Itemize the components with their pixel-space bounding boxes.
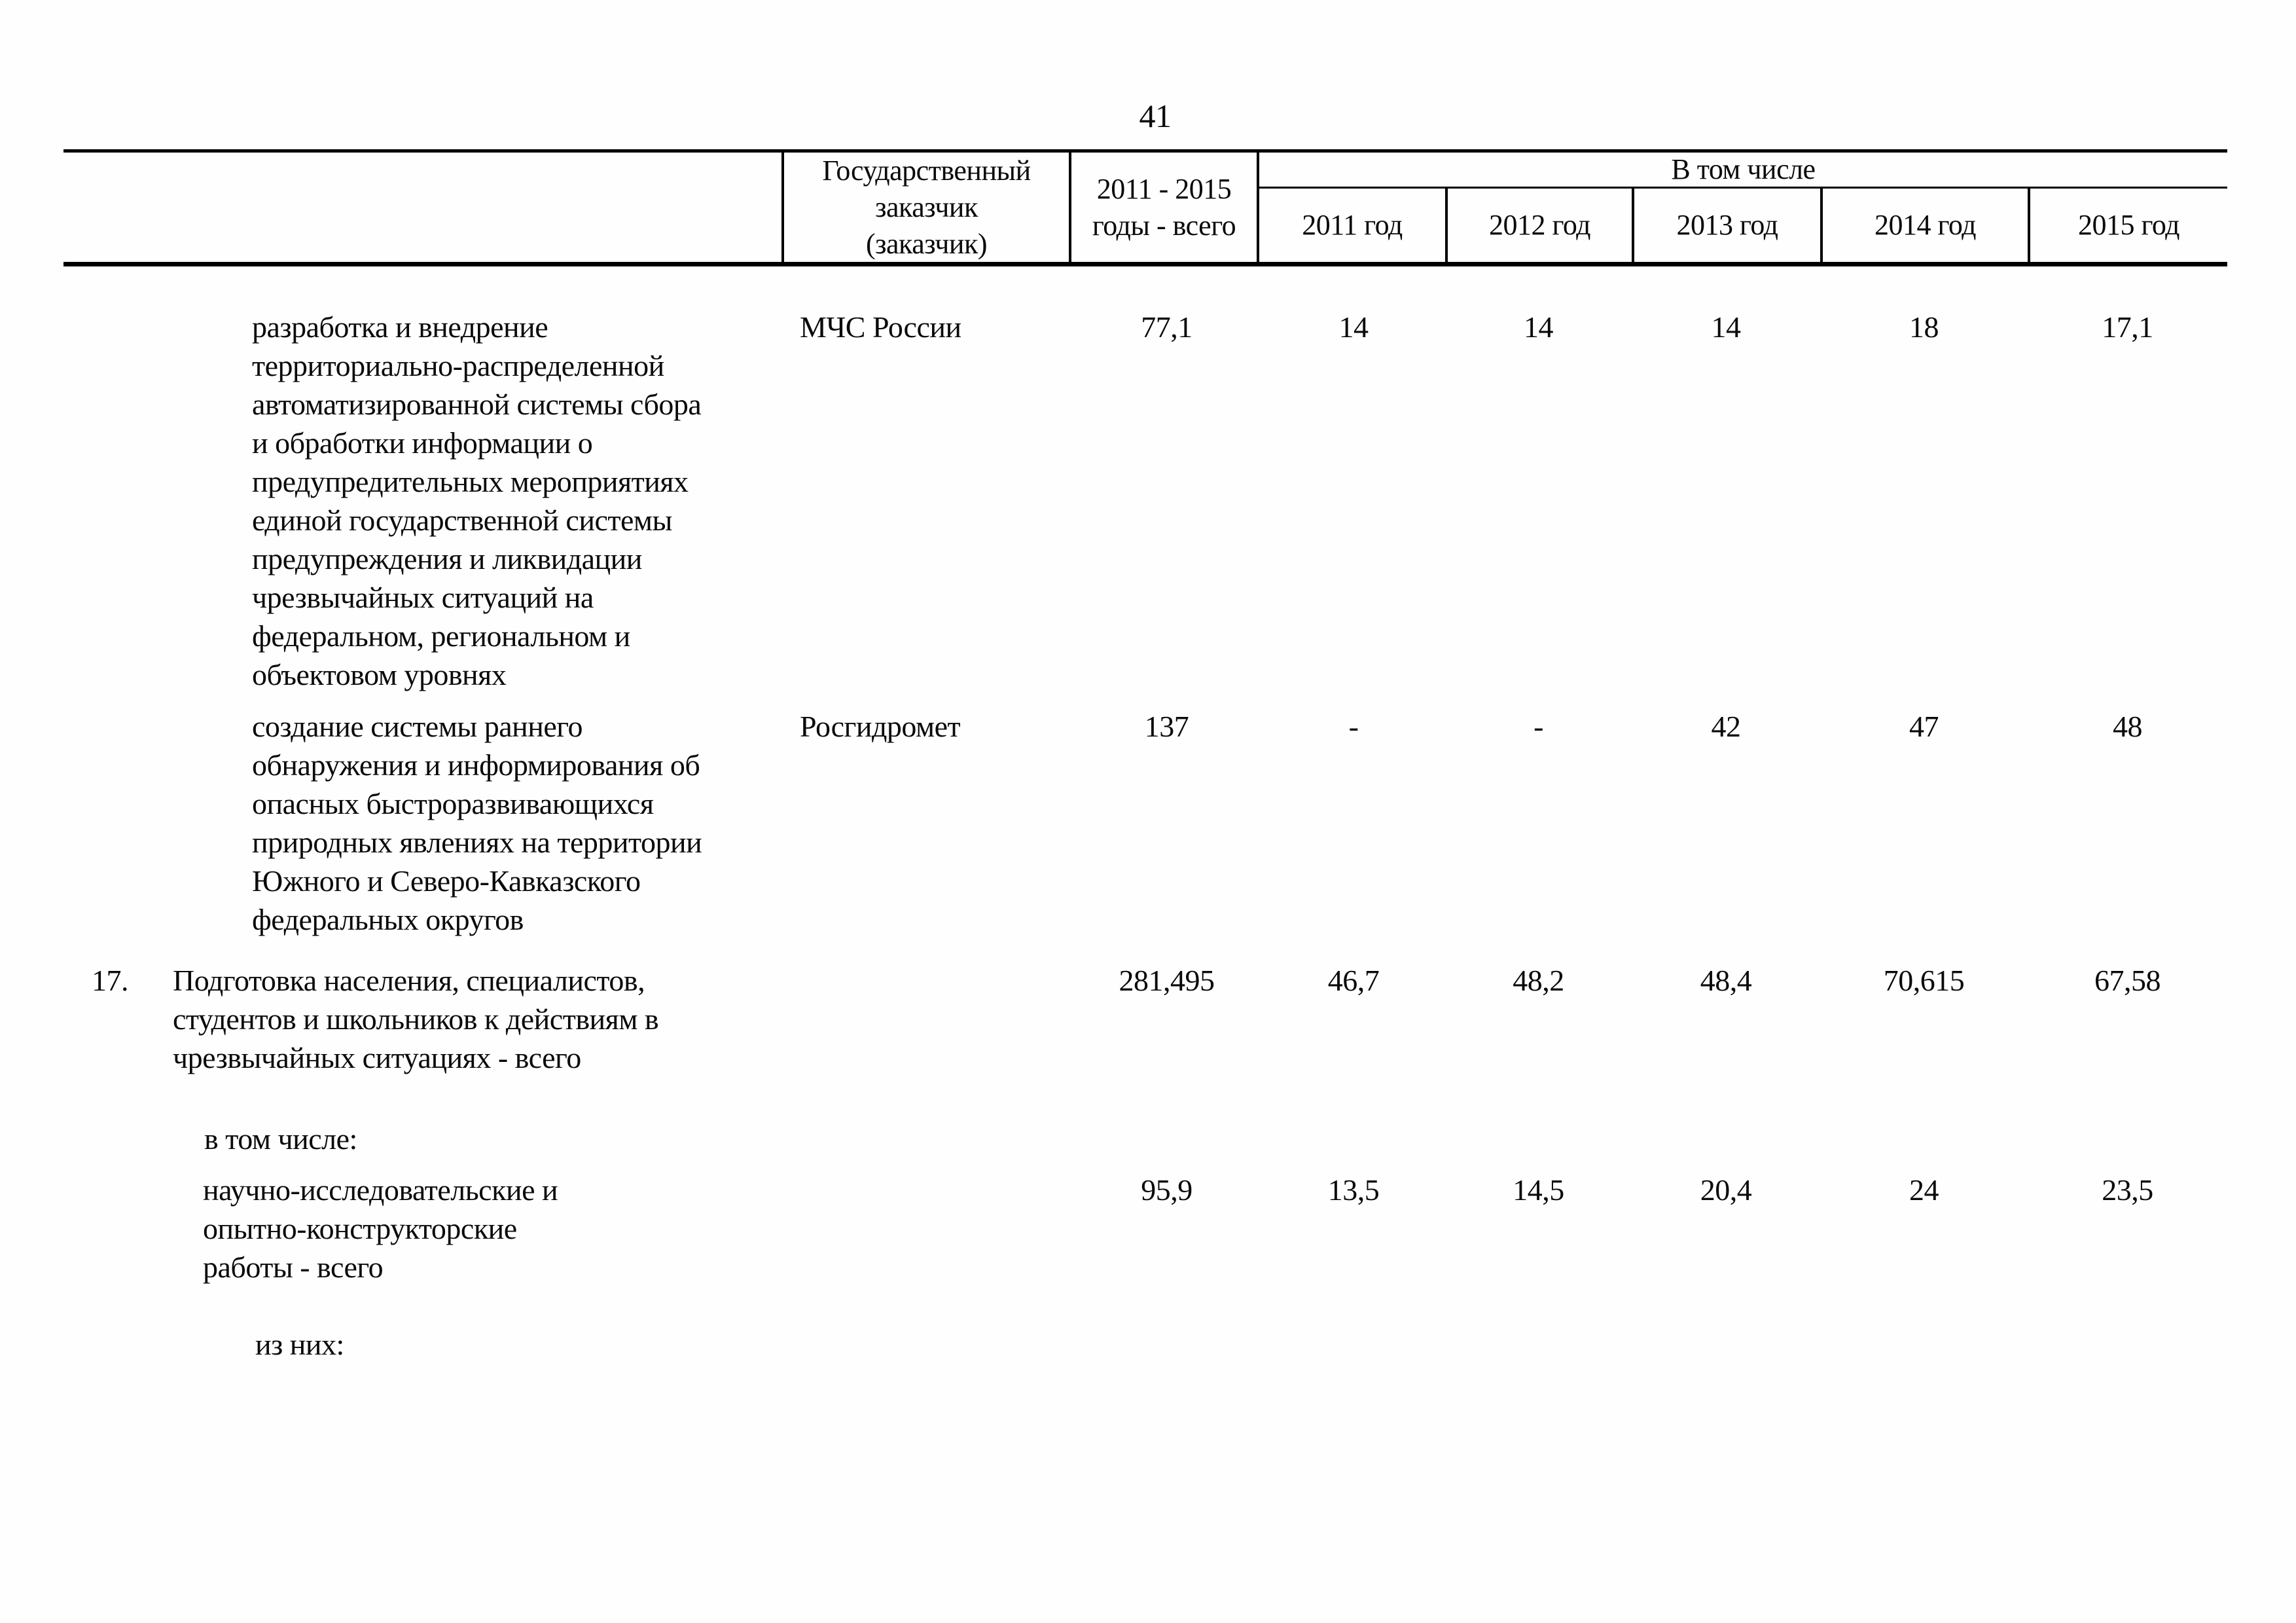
table-header: Государственный заказчик (заказчик) 2011… [63,149,2227,266]
row-text: научно-исследовательские и опытно-констр… [203,1173,558,1284]
header-including-group: В том числе [1259,153,2227,189]
value-2014: 70,615 [1883,964,1965,997]
header-year-2012: 2012 год [1445,189,1632,262]
header-including-label: В том числе [1671,153,1816,185]
row-text: создание системы раннего обнаружения и и… [252,710,702,936]
value-2015: 23,5 [2102,1173,2153,1207]
value-2014: 47 [1909,710,1939,743]
value-2011: 14 [1338,310,1369,344]
header-year-2015: 2015 год [2028,189,2227,262]
header-year-row: 2011 год 2012 год 2013 год 2014 год 2015… [1259,189,2227,262]
value-2015: 67,58 [2094,964,2161,997]
row-customer: Росгидромет [800,710,961,743]
header-total-label: 2011 - 2015 годы - всего [1092,172,1236,242]
value-2014: 18 [1909,310,1939,344]
value-2012: 48,2 [1513,964,1564,997]
value-2012: - [1534,710,1543,743]
value-2013: 14 [1711,310,1742,344]
value-total: 77,1 [1141,310,1193,344]
label-including: в том числе: [204,1122,357,1156]
header-year-2011: 2011 год [1302,209,1403,241]
item-number: 17. [92,964,129,997]
value-2013: 48,4 [1700,964,1752,997]
header-total-column: 2011 - 2015 годы - всего [1071,153,1259,262]
value-2012: 14 [1524,310,1554,344]
header-year-2013: 2013 год [1632,189,1820,262]
label-of-them: из них: [255,1328,344,1361]
value-2013: 42 [1711,710,1742,743]
header-year-2014: 2014 год [1820,189,2028,262]
row-text: Подготовка населения, специалистов, студ… [173,964,659,1074]
value-2012: 14,5 [1513,1173,1564,1207]
value-2013: 20,4 [1700,1173,1752,1207]
row-text: разработка и внедрение территориально-ра… [252,310,702,691]
value-2015: 17,1 [2102,310,2153,344]
page-number: 41 [1139,98,1172,134]
value-total: 281,495 [1119,964,1215,997]
row-customer: МЧС России [800,310,961,344]
value-2011: 13,5 [1327,1173,1380,1207]
value-2011: 46,7 [1327,964,1380,997]
value-2014: 24 [1909,1173,1939,1207]
header-customer-column: Государственный заказчик (заказчик) [781,153,1071,262]
value-total: 137 [1144,710,1189,743]
value-total: 95,9 [1141,1173,1193,1207]
value-2015: 48 [2113,710,2143,743]
value-2011: - [1348,710,1359,743]
header-customer-label: Государственный заказчик (заказчик) [822,154,1031,260]
